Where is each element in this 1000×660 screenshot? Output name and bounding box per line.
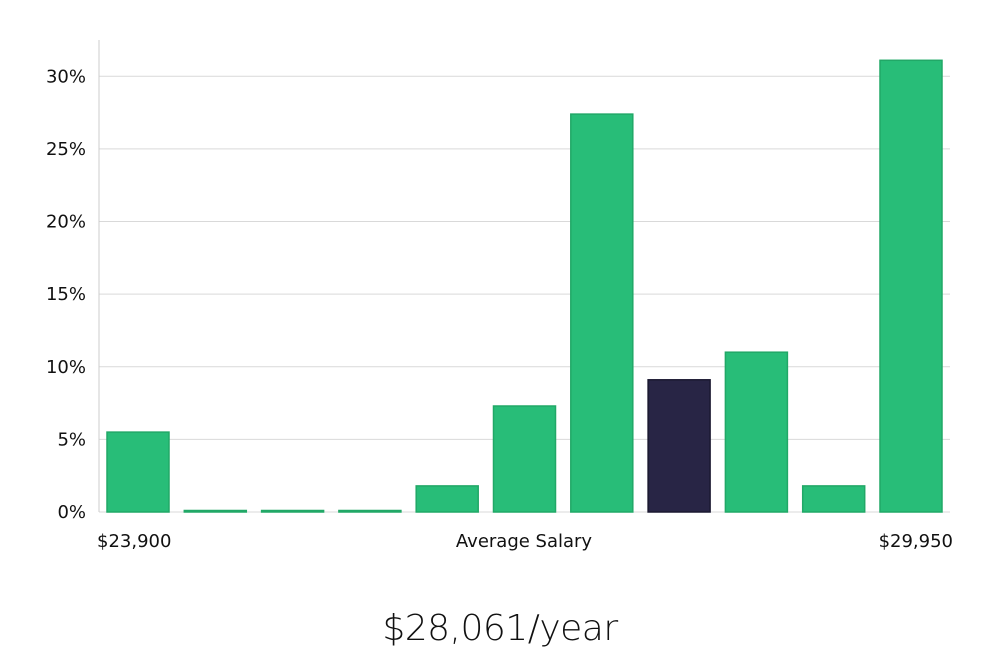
y-tick-label: 0% bbox=[57, 502, 86, 523]
y-tick-label: 5% bbox=[57, 429, 86, 450]
y-tick-label: 15% bbox=[46, 284, 86, 305]
bar bbox=[570, 113, 634, 513]
x-axis-title: Average Salary bbox=[456, 531, 593, 552]
y-axis-ticks: 0% 5% 10% 15% 20% 25% 30% bbox=[46, 66, 86, 523]
average-salary-value: $28,061/year bbox=[382, 608, 618, 649]
y-tick-label: 10% bbox=[46, 357, 86, 378]
bar bbox=[801, 485, 866, 513]
y-tick-label: 25% bbox=[46, 139, 86, 160]
bar bbox=[338, 509, 402, 513]
x-min-label: $23,900 bbox=[97, 531, 171, 552]
gridlines bbox=[99, 75, 950, 513]
bar bbox=[492, 405, 557, 513]
salary-histogram: 0% 5% 10% 15% 20% 25% 30% $23,900 Average Sala… bbox=[46, 40, 953, 552]
bar bbox=[879, 59, 943, 513]
bars bbox=[106, 59, 943, 513]
bar bbox=[183, 509, 248, 513]
bar bbox=[724, 351, 789, 513]
y-tick-label: 30% bbox=[46, 66, 86, 87]
bar bbox=[260, 509, 325, 513]
bar-highlight bbox=[647, 379, 711, 513]
bar bbox=[415, 485, 479, 513]
bar bbox=[106, 431, 170, 513]
x-max-label: $29,950 bbox=[879, 531, 953, 552]
y-tick-label: 20% bbox=[46, 212, 86, 233]
